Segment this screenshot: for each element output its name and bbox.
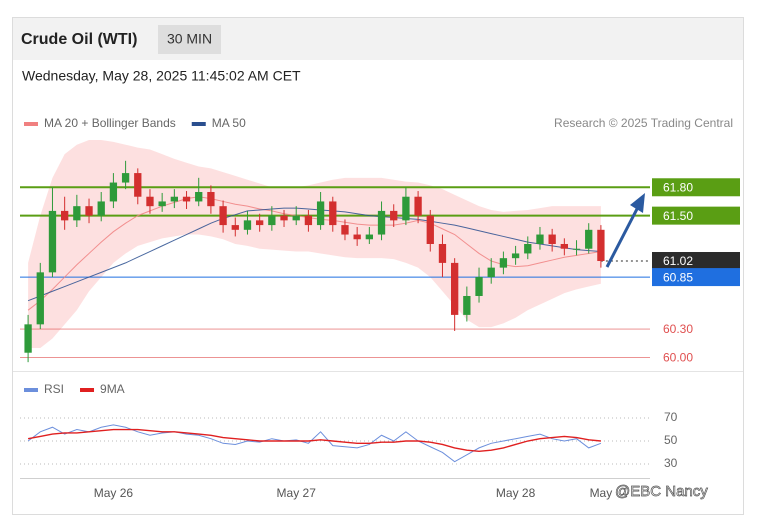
candle-body: [256, 220, 264, 226]
candle-body: [158, 201, 166, 207]
level-label: 61.80: [663, 180, 693, 194]
candle-body: [109, 182, 118, 202]
legend-swatch: [24, 388, 38, 392]
candle-body: [499, 258, 508, 268]
x-tick-label: May 26: [94, 486, 134, 500]
legend-label: RSI: [44, 382, 64, 396]
x-tick-label: May: [590, 486, 613, 500]
candle-body: [292, 215, 300, 221]
candle-body: [329, 201, 337, 226]
candle-body: [182, 196, 191, 202]
candle-body: [304, 215, 313, 226]
candle-body: [548, 234, 556, 244]
candle-body: [487, 267, 495, 278]
instrument-title: Crude Oil (WTI): [21, 31, 137, 48]
ma-line: [27, 207, 601, 302]
candle-body: [524, 243, 532, 254]
candle-body: [451, 262, 459, 315]
candle-body: [24, 324, 32, 353]
candle-body: [280, 215, 288, 221]
indicator-line: [27, 428, 601, 453]
candle-body: [170, 196, 178, 202]
legend-swatch: [191, 122, 206, 126]
x-tick-label: May 28: [496, 486, 536, 500]
forecast-arrow: [605, 206, 640, 268]
candle-body: [377, 210, 386, 235]
candle-body: [121, 173, 130, 183]
legend-label: 9MA: [100, 382, 125, 396]
credit: Research © 2025 Trading Central: [554, 116, 733, 130]
candle-body: [207, 191, 215, 207]
candle-body: [219, 206, 227, 226]
candle-body: [316, 201, 325, 226]
indicator-line: [27, 424, 602, 463]
candle-body: [134, 173, 142, 197]
candle-body: [572, 248, 581, 250]
level-box: [652, 206, 740, 225]
plot-layer: MA 20 + Bollinger Bands MA 50 Research © 2…: [20, 116, 740, 500]
candle-body: [511, 253, 520, 259]
level-box: [652, 252, 740, 271]
legend-label: MA 20 + Bollinger Bands: [44, 116, 176, 130]
candle-body: [585, 229, 593, 249]
candle-body: [146, 196, 154, 207]
level-box: [652, 268, 740, 287]
legend-swatch: [24, 122, 38, 126]
candle-body: [438, 243, 447, 263]
candle-body: [390, 210, 398, 221]
candle-body: [48, 210, 57, 273]
level-box: [652, 178, 740, 197]
candle-body: [353, 234, 361, 240]
candle-body: [463, 295, 471, 315]
candle-body: [36, 272, 44, 325]
candle-body: [97, 201, 105, 216]
level-label: 60.30: [663, 322, 693, 336]
candle-body: [85, 206, 93, 216]
candle-body: [341, 225, 349, 235]
candle-body: [61, 210, 69, 221]
level-label: 61.50: [663, 209, 693, 223]
forecast-arrowhead: [630, 193, 645, 213]
candle-body: [475, 277, 483, 296]
level-label: 60.00: [663, 351, 693, 365]
candle-body: [243, 220, 252, 230]
candle-body: [426, 215, 434, 244]
candle-body: [560, 243, 568, 249]
timestamp: Wednesday, May 28, 2025 11:45:02 AM CET: [22, 68, 301, 84]
candle-body: [365, 234, 373, 240]
watermark: @EBC Nancy: [615, 483, 708, 500]
level-label: 60.85: [663, 270, 693, 284]
header-bar: [13, 18, 743, 60]
candle-body: [414, 196, 422, 216]
y-tick-label: 30: [664, 456, 678, 470]
candle-body: [73, 206, 81, 221]
candle-body: [231, 225, 239, 230]
interval-badge[interactable]: [158, 25, 221, 54]
x-tick-label: May 27: [277, 486, 317, 500]
candle-body: [195, 191, 203, 202]
candle-body: [536, 234, 544, 244]
legend-label: MA 50: [212, 116, 246, 130]
card: [12, 17, 744, 515]
legend-swatch: [80, 388, 95, 392]
y-tick-label: 70: [664, 410, 678, 424]
candle-body: [402, 196, 410, 221]
candle-body: [597, 229, 605, 262]
interval-label[interactable]: 30 MIN: [167, 31, 212, 47]
y-tick-label: 50: [664, 433, 678, 447]
level-label: 61.02: [663, 254, 693, 268]
candle-body: [268, 215, 276, 226]
